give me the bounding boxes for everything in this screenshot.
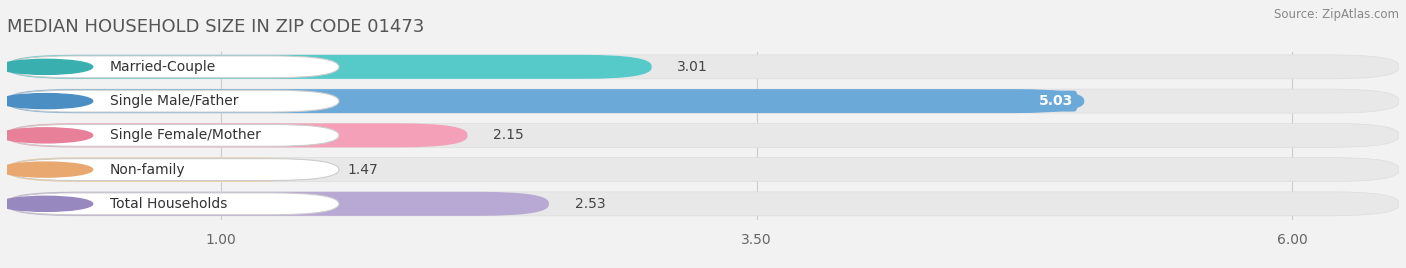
Circle shape [0,162,93,177]
FancyBboxPatch shape [7,192,1399,216]
Circle shape [0,94,93,109]
Text: 3.01: 3.01 [678,60,709,74]
Text: 5.03: 5.03 [1039,94,1073,108]
FancyBboxPatch shape [7,123,1399,147]
FancyBboxPatch shape [7,124,339,146]
FancyBboxPatch shape [7,193,339,215]
Text: Single Male/Father: Single Male/Father [110,94,239,108]
FancyBboxPatch shape [7,90,339,112]
Text: Non-family: Non-family [110,163,186,177]
Circle shape [0,196,93,211]
FancyBboxPatch shape [7,89,1084,113]
Text: 1.47: 1.47 [347,163,378,177]
Text: 2.15: 2.15 [494,128,524,142]
Text: Source: ZipAtlas.com: Source: ZipAtlas.com [1274,8,1399,21]
FancyBboxPatch shape [7,123,467,147]
FancyBboxPatch shape [7,89,1399,113]
Text: Single Female/Mother: Single Female/Mother [110,128,260,142]
FancyBboxPatch shape [7,159,339,181]
FancyBboxPatch shape [7,56,339,78]
Text: Married-Couple: Married-Couple [110,60,217,74]
FancyBboxPatch shape [7,158,1399,182]
FancyBboxPatch shape [7,55,1399,79]
FancyBboxPatch shape [7,55,651,79]
Circle shape [0,128,93,143]
Text: Total Households: Total Households [110,197,228,211]
Text: MEDIAN HOUSEHOLD SIZE IN ZIP CODE 01473: MEDIAN HOUSEHOLD SIZE IN ZIP CODE 01473 [7,18,425,36]
FancyBboxPatch shape [7,192,548,216]
Circle shape [0,59,93,75]
FancyBboxPatch shape [7,158,322,182]
Text: 2.53: 2.53 [575,197,605,211]
